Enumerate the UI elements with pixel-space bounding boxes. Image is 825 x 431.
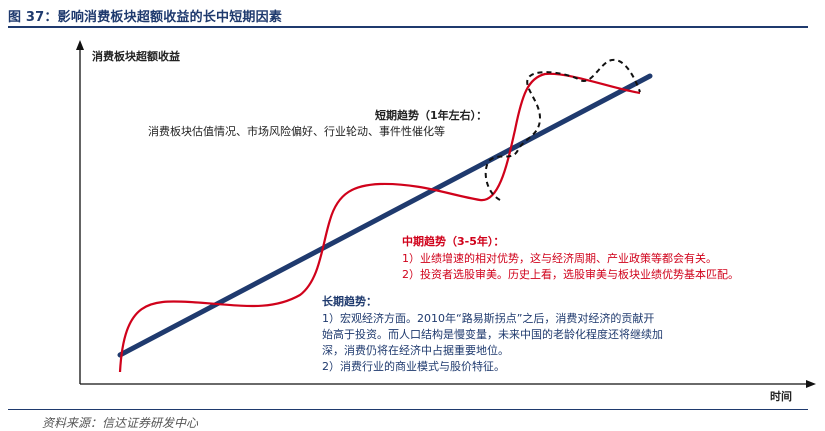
- long-term-line-3: 深，消费仍将在经济中占据重要地位。: [322, 343, 509, 357]
- mid-term-line-2: 2）投资者选股审美。历史上看，选股审美与板块业绩优势基本匹配。: [402, 267, 739, 281]
- long-term-heading: 长期趋势：: [322, 294, 377, 308]
- y-axis-label: 消费板块超额收益: [92, 49, 180, 63]
- short-term-line-1: 消费板块估值情况、市场风险偏好、行业轮动、事件性催化等: [148, 124, 445, 138]
- long-term-line-1: 1）宏观经济方面。2010年“路易斯拐点”之后，消费对经济的贡献开: [322, 311, 654, 325]
- x-axis-arrow-icon: [806, 380, 816, 388]
- title-rule: [8, 26, 808, 28]
- mid-term-line-1: 1）业绩增速的相对优势，这与经济周期、产业政策等都会有关。: [402, 251, 717, 265]
- x-axis-label: 时间: [770, 389, 792, 403]
- mid-term-trend-curve: [118, 72, 641, 373]
- short-term-heading: 短期趋势（1年左右）：: [375, 108, 487, 122]
- mid-term-heading: 中期趋势（3-5年）：: [402, 234, 504, 248]
- figure-title: 图 37：影响消费板块超额收益的长中短期因素: [8, 10, 283, 25]
- long-term-line-4: 2）消费行业的商业模式与股价特征。: [322, 359, 505, 373]
- bottom-rule: [8, 409, 808, 410]
- long-term-line-2: 始高于投资。而人口结构是慢变量，未来中国的老龄化程度还将继续加: [322, 327, 663, 341]
- source-note: 资料来源：信达证券研发中心: [42, 416, 199, 430]
- short-term-trend-curve: [484, 58, 641, 201]
- long-term-trend-line: [117, 73, 653, 358]
- y-axis-arrow-icon: [76, 40, 84, 50]
